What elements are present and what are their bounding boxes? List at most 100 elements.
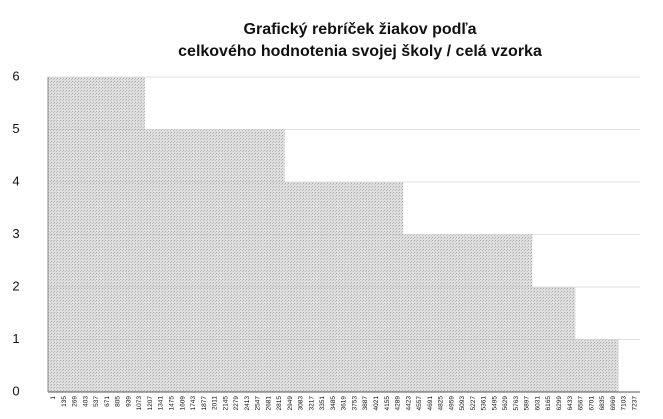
bar-texture <box>144 129 156 392</box>
x-tick-label: 4825 <box>438 396 445 411</box>
bar-texture <box>177 129 188 392</box>
chart-title: Grafický rebríček žiakov podľa <box>244 21 477 38</box>
bar-texture <box>209 129 221 392</box>
x-tick-label: 5897 <box>524 396 531 411</box>
bar-texture <box>457 234 468 392</box>
bar-texture <box>575 339 587 392</box>
bar-texture <box>101 77 113 392</box>
x-tick-label: 135 <box>61 396 68 407</box>
x-tick-label: 6299 <box>556 396 563 411</box>
x-tick-label: 537 <box>93 396 100 407</box>
x-tick-label: 4691 <box>427 396 434 411</box>
bar-texture <box>80 77 92 392</box>
x-tick-label: 2145 <box>222 396 229 411</box>
x-tick-label: 3351 <box>319 396 326 411</box>
bar-texture <box>435 234 447 392</box>
bar-texture <box>274 129 285 392</box>
bar-texture <box>543 287 554 392</box>
bar-texture <box>521 234 533 392</box>
x-tick-label: 3083 <box>298 396 305 411</box>
bar-texture <box>338 182 350 392</box>
x-tick-label: 2011 <box>212 396 219 410</box>
x-tick-label: 6031 <box>534 396 541 411</box>
x-tick-label: 1 <box>50 396 57 400</box>
bar-texture <box>134 77 145 392</box>
bar-texture <box>392 182 404 392</box>
x-tick-label: 1609 <box>179 396 186 411</box>
bar-texture <box>532 287 544 392</box>
bar-texture <box>317 182 328 392</box>
x-tick-label: 671 <box>104 396 111 407</box>
x-tick-label: 6165 <box>545 396 552 411</box>
x-tick-label: 269 <box>72 396 79 407</box>
x-tick-label: 4155 <box>384 396 391 411</box>
x-tick-label: 4021 <box>373 396 380 411</box>
x-tick-label: 4557 <box>416 396 423 411</box>
y-tick-label: 1 <box>12 331 19 346</box>
bar-texture <box>230 129 242 392</box>
x-tick-label: 6433 <box>567 396 574 411</box>
bar-texture <box>553 287 565 392</box>
bar-texture <box>500 234 511 392</box>
x-tick-label: 2413 <box>244 396 251 411</box>
bar-texture <box>478 234 490 392</box>
x-tick-label: 1341 <box>158 396 165 411</box>
x-tick-label: 1743 <box>190 396 197 411</box>
y-tick-label: 4 <box>12 173 19 188</box>
bar-texture <box>48 77 59 392</box>
bar-texture <box>198 129 210 392</box>
bar-texture <box>596 339 608 392</box>
x-tick-label: 7237 <box>631 396 638 411</box>
x-tick-label: 1475 <box>169 396 176 411</box>
y-tick-label: 3 <box>12 226 19 241</box>
x-tick-label: 1073 <box>136 396 143 411</box>
x-tick-label: 6835 <box>599 396 606 411</box>
bar-texture <box>489 234 501 392</box>
x-tick-label: 6969 <box>610 396 617 411</box>
bar-texture <box>467 234 479 392</box>
x-tick-label: 3619 <box>341 396 348 411</box>
bar-texture <box>564 287 576 392</box>
bar-texture <box>424 234 436 392</box>
bar-texture <box>349 182 361 392</box>
chart-title: celkového hodnotenia svojej školy / celá… <box>178 43 542 60</box>
x-tick-label: 5093 <box>459 396 466 411</box>
x-tick-label: 939 <box>125 396 132 407</box>
x-tick-label: 5763 <box>513 396 520 411</box>
bar-texture <box>360 182 371 392</box>
bar-texture <box>295 182 307 392</box>
x-tick-label: 1207 <box>147 396 154 411</box>
bar-texture <box>586 339 597 392</box>
x-tick-label: 5361 <box>481 396 488 411</box>
bar-texture <box>510 234 522 392</box>
x-tick-label: 2547 <box>255 396 262 411</box>
x-tick-label: 2681 <box>265 396 272 411</box>
bar-texture <box>166 129 178 392</box>
x-tick-label: 4959 <box>448 396 455 411</box>
bar-texture <box>403 234 414 392</box>
bar-texture <box>284 182 296 392</box>
y-tick-label: 2 <box>12 278 19 293</box>
bar-texture <box>306 182 318 392</box>
x-tick-label: 1877 <box>201 396 208 411</box>
bar-texture <box>241 129 253 392</box>
bar-texture <box>58 77 70 392</box>
bar-texture <box>413 234 425 392</box>
bar-texture <box>123 77 135 392</box>
bar-texture <box>252 129 264 392</box>
x-tick-label: 2815 <box>276 396 283 411</box>
x-tick-label: 3485 <box>330 396 337 411</box>
bar-texture <box>607 339 619 392</box>
x-tick-label: 5227 <box>470 396 477 411</box>
x-tick-label: 7103 <box>621 396 628 411</box>
x-tick-label: 6701 <box>588 396 595 411</box>
x-tick-label: 403 <box>82 396 89 407</box>
bar-texture <box>220 129 231 392</box>
bar-texture <box>91 77 102 392</box>
bar-texture <box>187 129 199 392</box>
x-tick-label: 805 <box>115 396 122 407</box>
bar-texture <box>370 182 382 392</box>
bar-texture <box>327 182 339 392</box>
x-tick-label: 5629 <box>502 396 509 411</box>
